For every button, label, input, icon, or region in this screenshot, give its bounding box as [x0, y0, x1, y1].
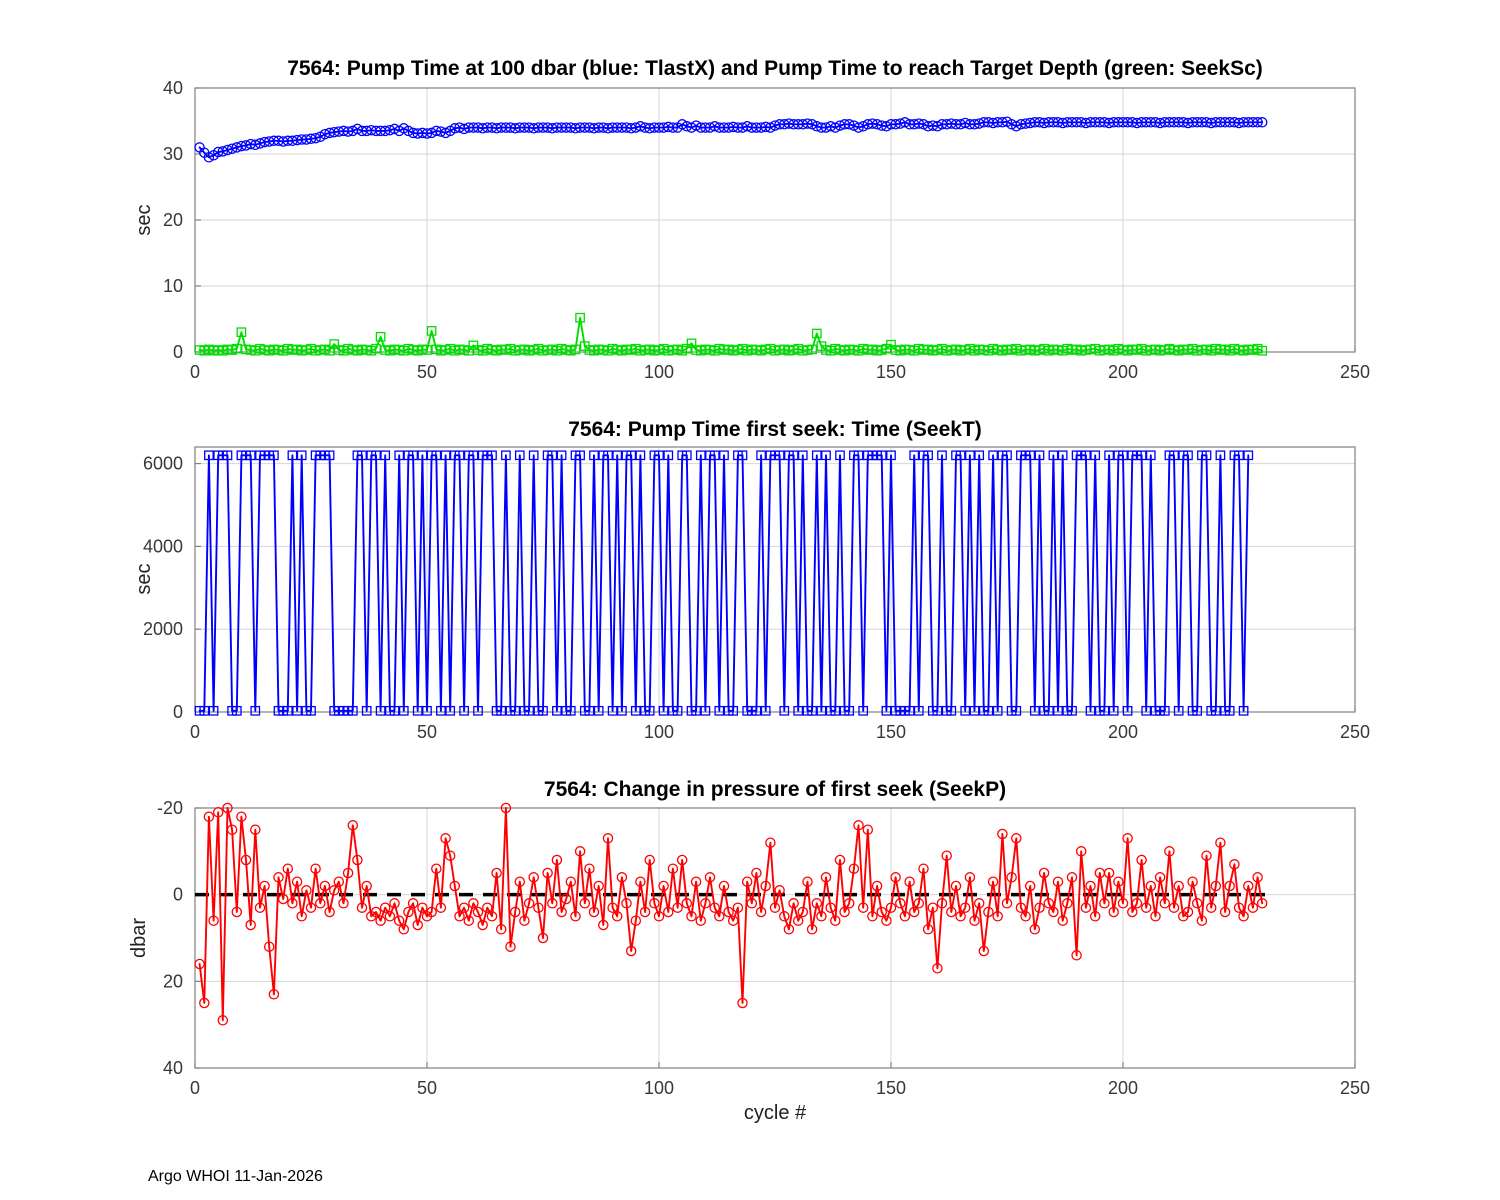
series-SeekT: [194, 450, 1254, 716]
x-axis-label: cycle #: [743, 1102, 807, 1124]
y-tick-label: 0: [173, 342, 183, 362]
chart-2: 0 50 100 150 200 250 0 2000 4000 6000: [143, 446, 1370, 742]
series-TlastX: [194, 116, 1268, 163]
chart1-title: 7564: Pump Time at 100 dbar (blue: Tlast…: [287, 57, 1263, 80]
series-SeekP: [194, 802, 1268, 1026]
chart-1: 0 50 100 150 200 250 0 10 20 30 40: [163, 78, 1370, 382]
x-tick-label: 200: [1108, 362, 1138, 382]
x-tick-label: 200: [1108, 722, 1138, 742]
y-tick-label: 0: [173, 702, 183, 722]
x-tick-label: 100: [644, 722, 674, 742]
y-tick-label: 4000: [143, 536, 183, 556]
chart2-title: 7564: Pump Time first seek: Time (SeekT): [568, 418, 982, 441]
chart-3: 0 50 100 150 200 250 -20 0 20 40: [157, 798, 1370, 1098]
y-tick-label: -20: [157, 798, 183, 818]
chart1-y-axis-label: sec: [133, 204, 155, 236]
x-tick-label: 0: [190, 722, 200, 742]
x-tick-label: 100: [644, 1078, 674, 1098]
x-tick-label: 250: [1340, 722, 1370, 742]
y-tick-label: 6000: [143, 454, 183, 474]
series-SeekSc: [194, 312, 1268, 356]
y-tick-label: 10: [163, 276, 183, 296]
y-tick-label: 20: [163, 971, 183, 991]
x-tick-label: 50: [417, 362, 437, 382]
y-tick-label: 40: [163, 1058, 183, 1078]
chart3-y-axis-label: dbar: [128, 917, 150, 959]
y-tick-label: 30: [163, 144, 183, 164]
x-tick-label: 150: [876, 362, 906, 382]
x-tick-label: 100: [644, 362, 674, 382]
x-tick-label: 50: [417, 722, 437, 742]
x-tick-label: 250: [1340, 362, 1370, 382]
x-tick-label: 250: [1340, 1078, 1370, 1098]
y-tick-label: 2000: [143, 619, 183, 639]
x-tick-label: 150: [876, 1078, 906, 1098]
x-tick-label: 50: [417, 1078, 437, 1098]
x-tick-label: 150: [876, 722, 906, 742]
y-tick-label: 20: [163, 210, 183, 230]
y-tick-label: 40: [163, 78, 183, 98]
x-tick-label: 0: [190, 362, 200, 382]
y-tick-label: 0: [173, 885, 183, 905]
x-tick-label: 200: [1108, 1078, 1138, 1098]
footer-text: Argo WHOI 11-Jan-2026: [148, 1168, 323, 1185]
chart2-y-axis-label: sec: [133, 563, 155, 595]
chart3-title: 7564: Change in pressure of first seek (…: [543, 778, 1007, 801]
x-tick-label: 0: [190, 1078, 200, 1098]
